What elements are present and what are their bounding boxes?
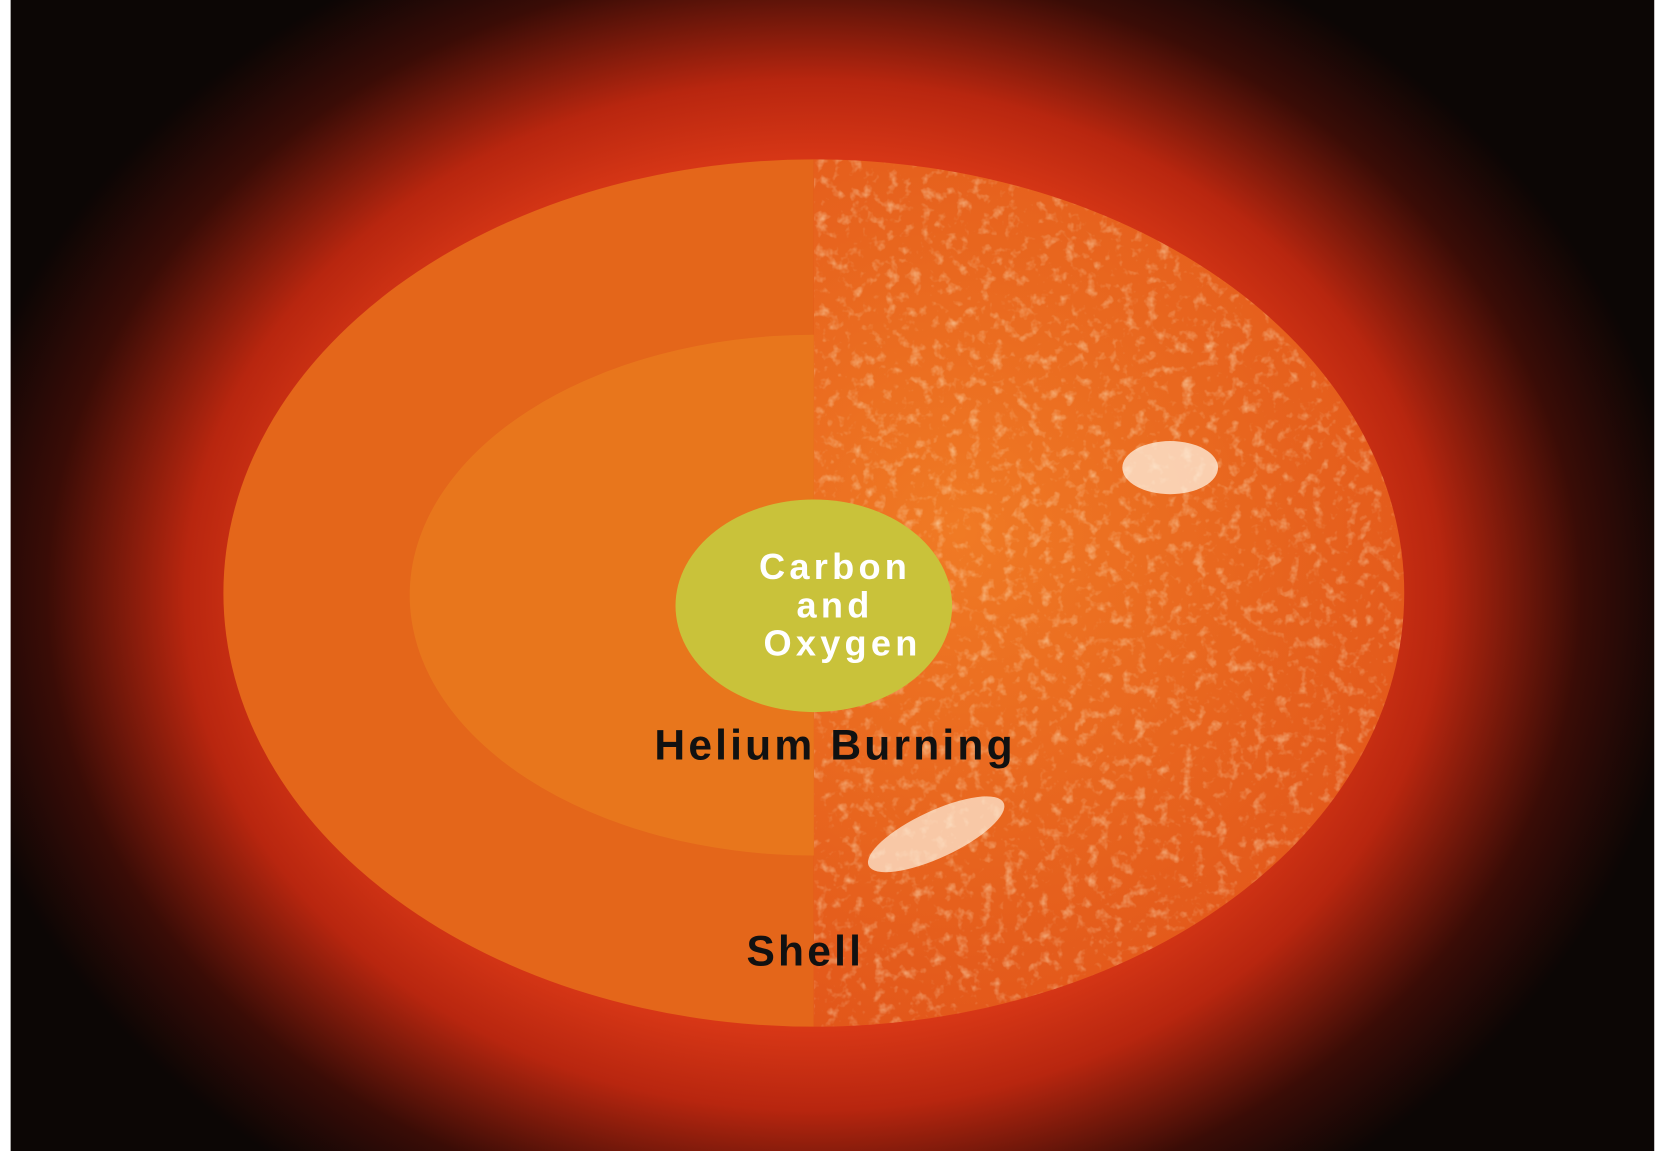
helium-label: Helium Burning [654, 721, 1015, 769]
flare [1122, 441, 1218, 494]
star-diagram: Carbon and Oxygen Helium Burning Shell [0, 0, 1667, 1151]
core-label: Oxygen [763, 623, 921, 664]
shell-label: Shell [746, 928, 864, 976]
core-label: and [797, 584, 874, 625]
core-label: Carbon [759, 546, 911, 587]
